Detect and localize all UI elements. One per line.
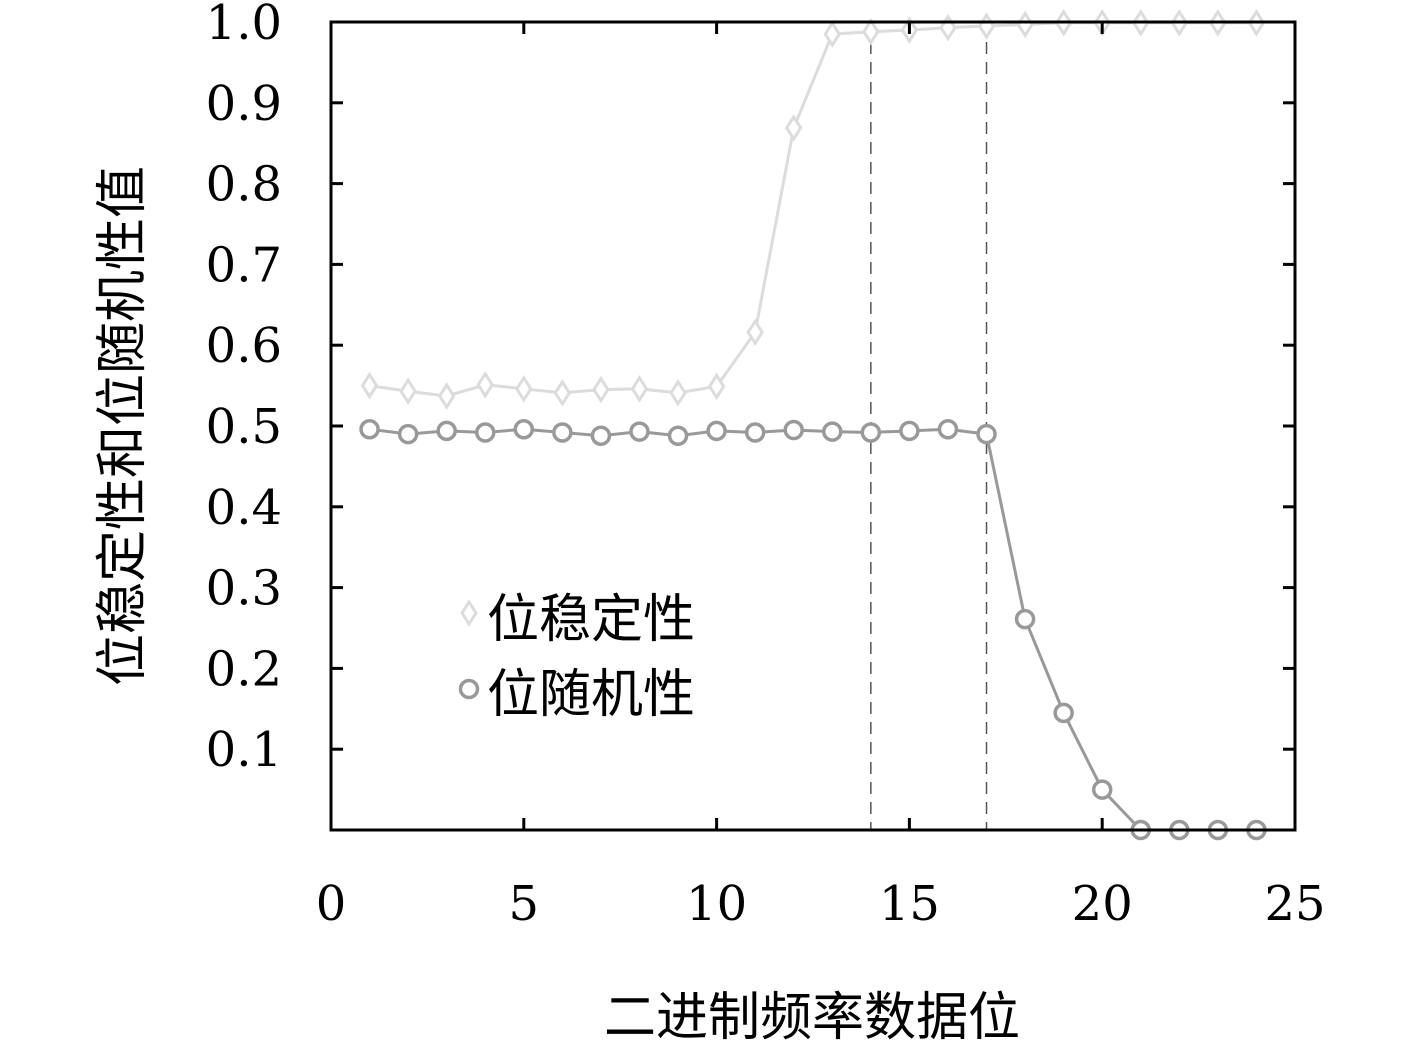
- x-axis-title: 二进制频率数据位: [604, 988, 1020, 1048]
- data-point: [669, 379, 687, 407]
- data-point: [474, 422, 496, 443]
- series-stability: [360, 9, 1266, 410]
- y-tick-label: 0.5: [206, 399, 282, 455]
- data-point: [976, 423, 997, 445]
- data-point: [977, 12, 996, 40]
- y-tick-label: 1.0: [206, 0, 282, 51]
- data-point: [515, 375, 533, 403]
- data-point: [590, 425, 612, 446]
- y-tick-label: 0.4: [206, 480, 282, 536]
- axis-ticks: [331, 22, 1295, 830]
- plot-frame: [329, 20, 1297, 832]
- data-point: [360, 371, 379, 400]
- data-point: [359, 418, 380, 440]
- tick-labels: 0 5 10 15 20 25 0.1 0.2 0.3 0.4 0.5 0.6 0.7 0.8 0.9 1.0: [206, 0, 1326, 932]
- data-point: [899, 420, 920, 442]
- legend-marker-diamond: [460, 599, 478, 627]
- data-point: [397, 423, 419, 445]
- data-point: [437, 382, 456, 410]
- data-point: [823, 20, 842, 48]
- data-point: [1091, 779, 1113, 800]
- x-tick-label: 10: [686, 876, 747, 932]
- data-point: [784, 114, 803, 142]
- x-tick-label: 25: [1264, 876, 1325, 932]
- data-point: [513, 418, 535, 440]
- legend-label-stability: 位稳定性: [487, 590, 695, 650]
- legend-label-randomness: 位随机性: [487, 665, 695, 725]
- y-axis-title: 位稳定性和位随机性值: [93, 166, 153, 686]
- data-point: [937, 418, 959, 440]
- x-tick-label: 20: [1072, 876, 1133, 932]
- data-point: [939, 13, 957, 42]
- data-point: [822, 421, 843, 442]
- y-tick-label: 0.7: [206, 237, 282, 293]
- x-tick-label: 15: [879, 876, 940, 932]
- data-point: [667, 425, 689, 446]
- legend-symbol: [460, 599, 478, 627]
- y-tick-label: 0.2: [206, 641, 282, 697]
- data-point: [1016, 10, 1034, 39]
- legend: 位稳定性 位随机性: [458, 590, 695, 725]
- series-line: [369, 21, 1257, 398]
- legend-marker-circle: [458, 678, 480, 700]
- data-point: [860, 422, 882, 443]
- y-tick-label: 0.1: [206, 722, 282, 778]
- data-point: [862, 17, 880, 46]
- data-point: [746, 318, 764, 347]
- legend-item-stability: 位稳定性: [460, 590, 695, 650]
- data-point: [629, 421, 650, 442]
- data-point: [1053, 702, 1074, 724]
- data-point: [399, 377, 417, 406]
- data-point: [744, 422, 766, 443]
- reference-lines: [870, 22, 988, 830]
- data-point: [552, 422, 573, 443]
- data-point: [707, 372, 726, 401]
- legend-item-randomness: 位随机性: [458, 665, 695, 725]
- legend-symbol: [458, 678, 480, 700]
- data-point: [783, 419, 804, 441]
- y-tick-label: 0.6: [206, 318, 282, 374]
- data-point: [1014, 608, 1036, 630]
- y-tick-label: 0.9: [206, 76, 282, 132]
- data-point: [553, 379, 572, 407]
- data-point: [592, 375, 610, 404]
- data-point: [706, 420, 727, 442]
- data-point: [476, 370, 495, 399]
- data-point: [436, 420, 457, 442]
- x-tick-label: 0: [316, 876, 347, 932]
- x-tick-label: 5: [509, 876, 540, 932]
- data-point: [630, 375, 649, 403]
- y-tick-label: 0.8: [206, 157, 282, 213]
- y-tick-label: 0.3: [206, 561, 282, 617]
